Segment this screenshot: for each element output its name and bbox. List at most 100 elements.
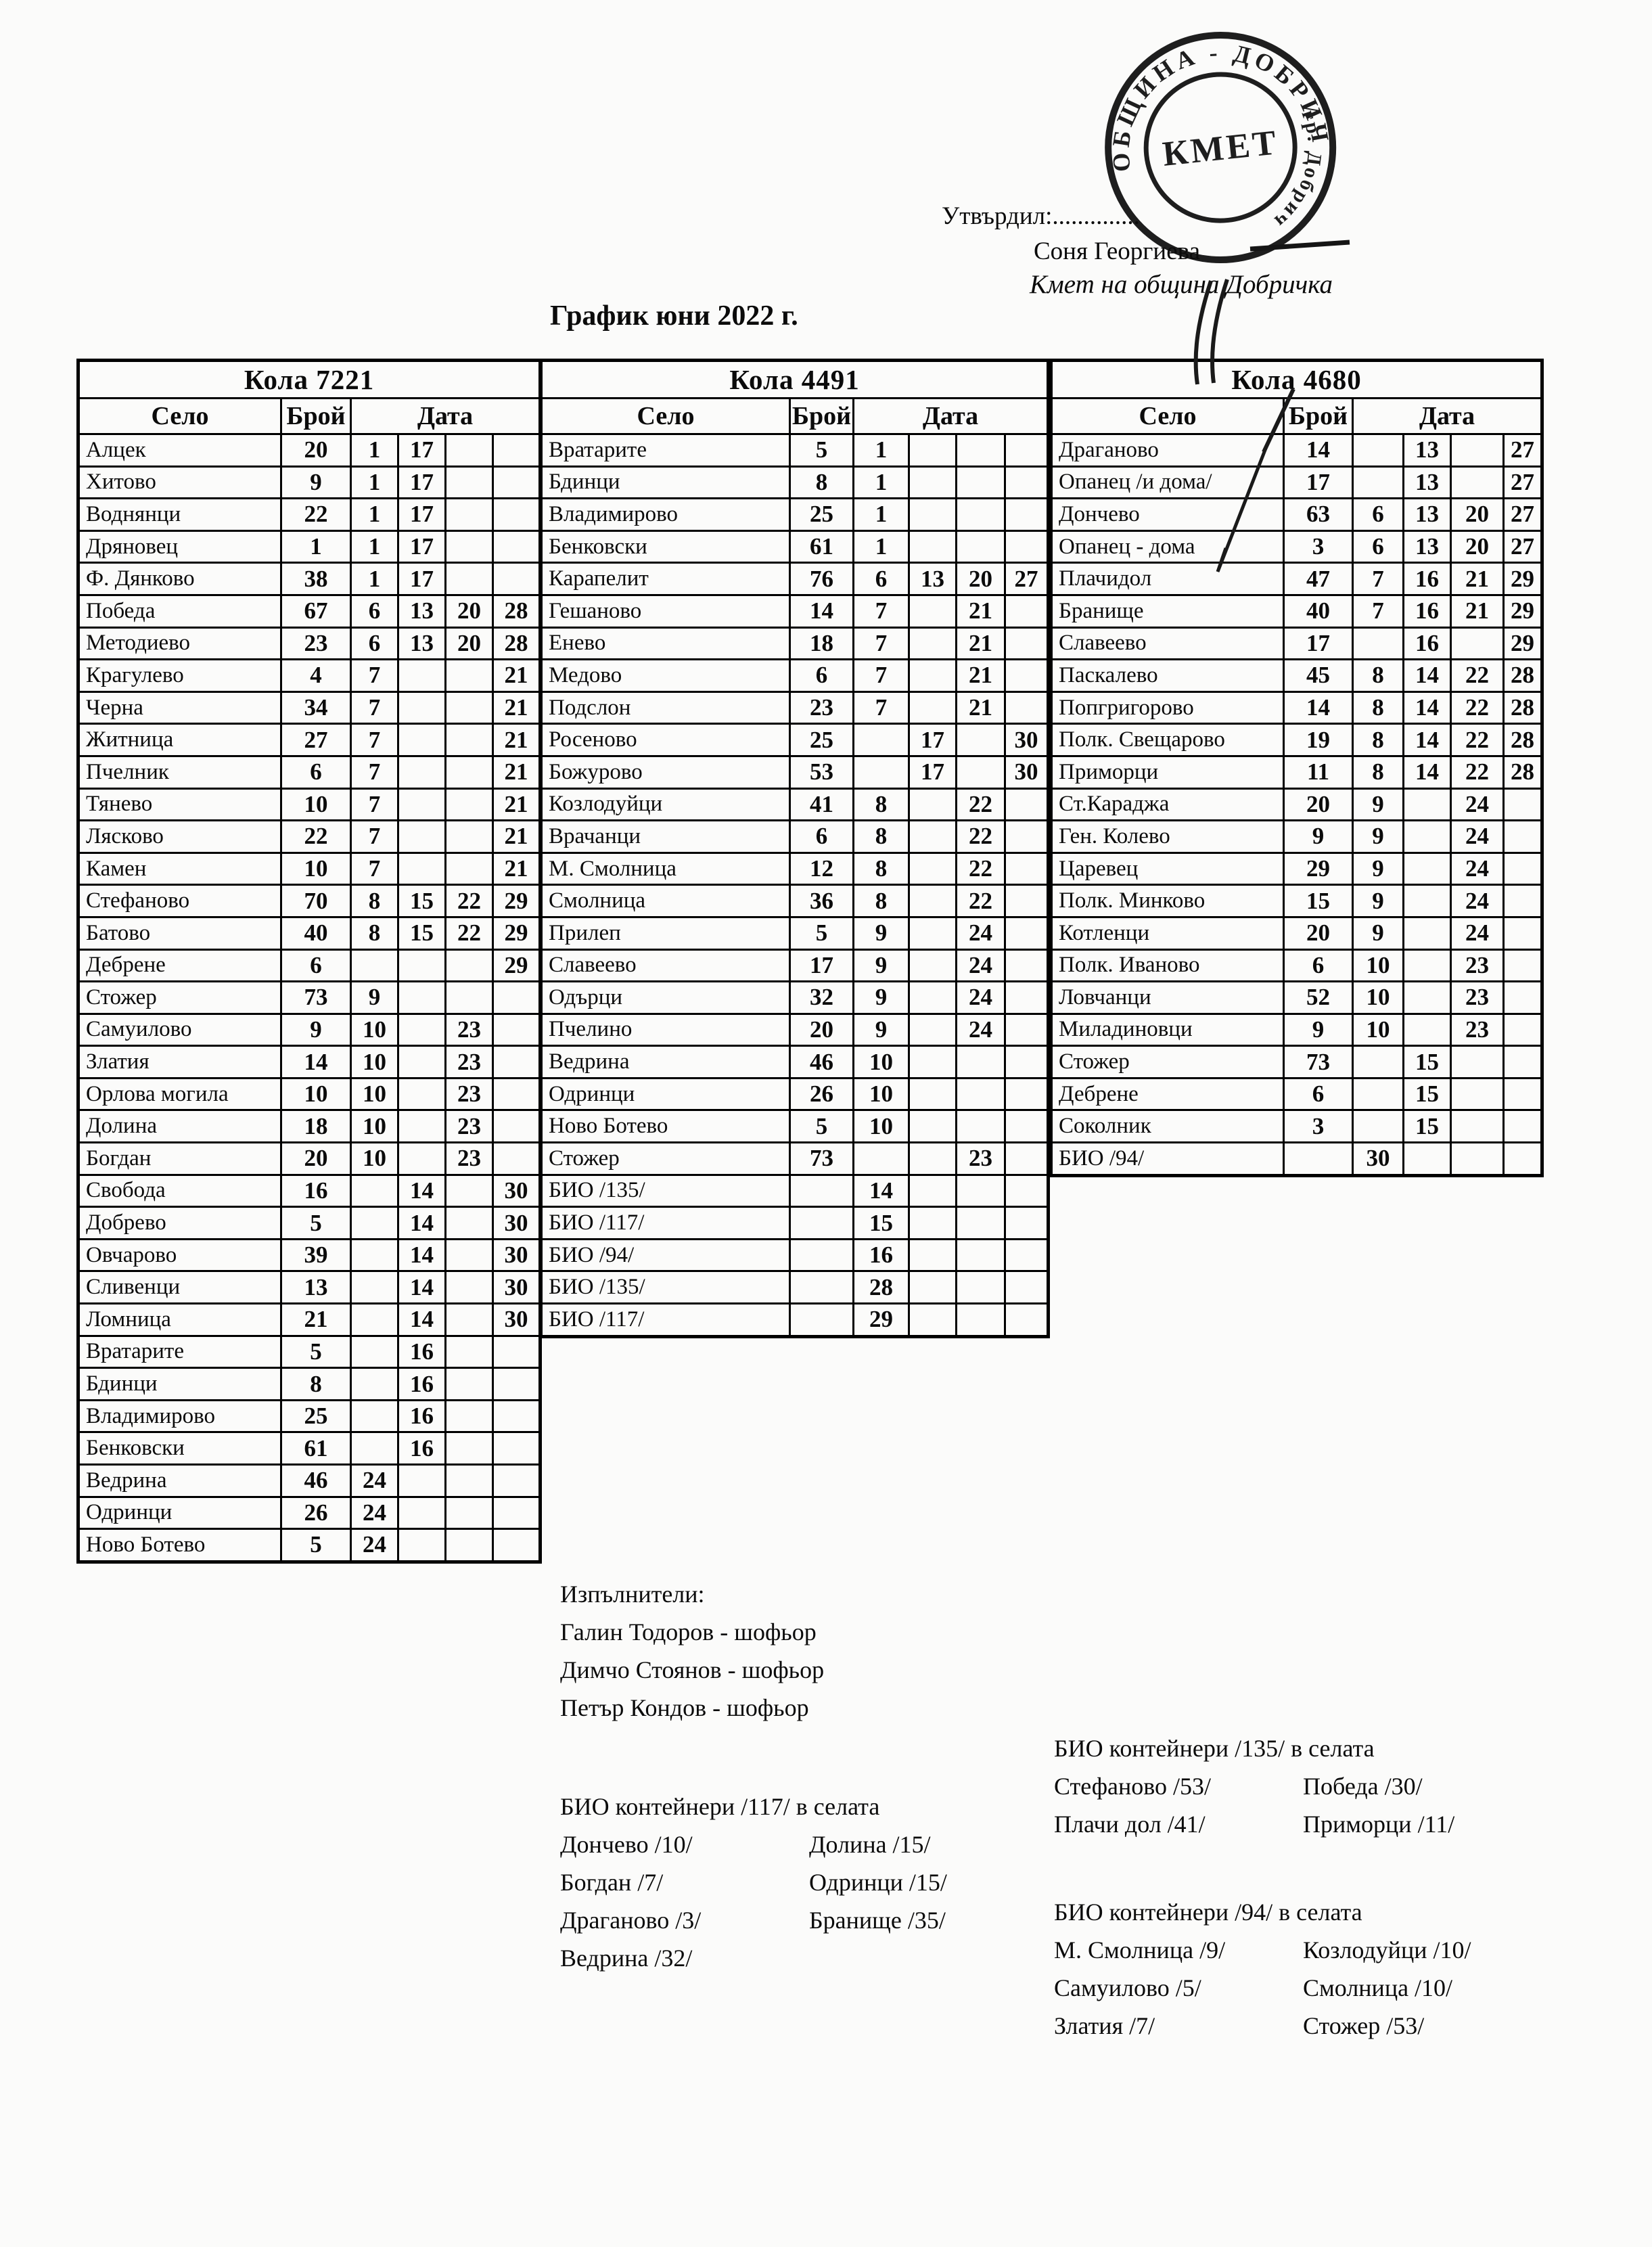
date-cell xyxy=(444,433,494,468)
bio-block-117: БИО контейнери /117/ в селата Дончево /10… xyxy=(560,1788,947,1977)
village-cell: Вратарите xyxy=(77,1334,282,1369)
date-cell xyxy=(397,1141,446,1176)
date-cell xyxy=(397,754,446,790)
date-cell xyxy=(1450,1045,1505,1079)
date-cell: 1 xyxy=(350,433,399,468)
date-cell: 8 xyxy=(350,915,399,951)
village-cell: Стефаново xyxy=(77,884,282,918)
date-cell xyxy=(908,1076,957,1112)
date-cell xyxy=(397,690,446,725)
count-cell: 9 xyxy=(280,465,352,500)
date-cell xyxy=(397,1045,446,1079)
village-cell: Владимирово xyxy=(540,497,791,532)
date-cell xyxy=(955,1206,1006,1240)
date-cell: 22 xyxy=(955,884,1006,918)
date-cell: 21 xyxy=(491,723,542,757)
count-cell: 6 xyxy=(280,754,352,790)
date-cell xyxy=(491,465,542,500)
table-row: Владимирово 25 1 xyxy=(540,497,1050,532)
date-cell: 29 xyxy=(1502,626,1544,661)
date-cell: 1 xyxy=(350,465,399,500)
bio-item: Победа /30/ xyxy=(1303,1773,1423,1800)
date-cell: 21 xyxy=(491,787,542,822)
count-cell: 73 xyxy=(789,1141,854,1176)
date-cell: 28 xyxy=(1502,658,1544,693)
date-cell: 9 xyxy=(1352,884,1404,918)
date-cell: 24 xyxy=(1450,884,1505,918)
municipality-stamp: ОБЩИНА - ДОБРИЧ гр. Добрич КМЕТ xyxy=(1096,27,1337,264)
bio-item: Плачи дол /41/ xyxy=(1054,1811,1206,1838)
village-cell: Свобода xyxy=(77,1173,282,1208)
table-row: Бдинци 8 16 xyxy=(77,1367,542,1401)
village-cell: Долина xyxy=(77,1109,282,1144)
date-cell xyxy=(1402,787,1452,822)
date-cell xyxy=(1450,626,1505,661)
date-cell xyxy=(908,948,957,983)
date-cell: 13 xyxy=(1402,465,1452,500)
date-cell: 1 xyxy=(350,529,399,564)
date-cell xyxy=(397,1076,446,1112)
table-row: Долина 18 10 23 xyxy=(77,1109,542,1144)
count-cell: 5 xyxy=(280,1528,352,1563)
count-cell: 46 xyxy=(280,1463,352,1498)
date-cell: 17 xyxy=(908,723,957,757)
date-cell xyxy=(955,1270,1006,1305)
date-cell xyxy=(397,1495,446,1530)
count-cell: 76 xyxy=(789,562,854,596)
date-cell: 8 xyxy=(852,819,910,854)
date-cell: 23 xyxy=(444,1109,494,1144)
bio-heading: БИО контейнери /94/ в селата xyxy=(1054,1899,1362,1926)
count-cell xyxy=(789,1302,854,1338)
table-row: Победа 67 6 13 20 28 xyxy=(77,593,542,629)
table-row: Козлодуйци 41 8 22 xyxy=(540,787,1050,822)
count-cell: 36 xyxy=(789,884,854,918)
table-row: Приморци 11 8 14 22 28 xyxy=(1050,754,1544,790)
date-cell xyxy=(1402,1012,1452,1047)
table-row: БИО /117/29 xyxy=(540,1302,1050,1338)
date-cell xyxy=(491,1045,542,1079)
date-cell: 22 xyxy=(1450,723,1505,757)
table-row: Добрево 5 14 30 xyxy=(77,1206,542,1240)
date-cell xyxy=(955,1109,1006,1144)
bio-block-135: БИО контейнери /135/ в селата Стефаново /… xyxy=(1054,1729,1454,1843)
bio-item: Самуилово /5/ xyxy=(1054,1974,1201,2001)
count-cell: 25 xyxy=(789,497,854,532)
date-cell xyxy=(1003,980,1050,1015)
village-cell: Стожер xyxy=(1050,1045,1285,1079)
date-cell: 14 xyxy=(397,1270,446,1305)
date-cell: 7 xyxy=(852,593,910,629)
count-cell: 4 xyxy=(280,658,352,693)
date-cell xyxy=(1502,819,1544,854)
executor-item: Галин Тодоров - шофьор xyxy=(560,1618,817,1645)
table-row: Пчелник 6 7 21 xyxy=(77,754,542,790)
count-cell: 32 xyxy=(789,980,854,1015)
date-cell: 16 xyxy=(397,1399,446,1434)
date-cell: 20 xyxy=(955,562,1006,596)
date-cell xyxy=(397,1012,446,1047)
date-cell: 23 xyxy=(444,1045,494,1079)
date-cell: 23 xyxy=(444,1076,494,1112)
village-cell: Ген. Колево xyxy=(1050,819,1285,854)
date-cell xyxy=(908,1141,957,1176)
village-cell: Пчелник xyxy=(77,754,282,790)
date-cell: 13 xyxy=(397,626,446,661)
date-cell: 9 xyxy=(852,1012,910,1047)
village-cell: Одринци xyxy=(77,1495,282,1530)
count-cell: 52 xyxy=(1283,980,1354,1015)
date-cell: 23 xyxy=(444,1141,494,1176)
village-cell: Крагулево xyxy=(77,658,282,693)
date-cell xyxy=(444,1173,494,1208)
date-cell: 22 xyxy=(444,884,494,918)
date-cell: 14 xyxy=(1402,754,1452,790)
village-cell: Полк. Минково xyxy=(1050,884,1285,918)
table-row: М. Смолница 12 8 22 xyxy=(540,851,1050,886)
date-cell xyxy=(955,529,1006,564)
date-cell: 14 xyxy=(852,1173,910,1208)
count-cell: 20 xyxy=(280,1141,352,1176)
date-cell: 22 xyxy=(1450,658,1505,693)
date-cell: 1 xyxy=(852,433,910,468)
date-cell xyxy=(1402,851,1452,886)
village-cell: Ловчанци xyxy=(1050,980,1285,1015)
date-cell xyxy=(955,497,1006,532)
village-cell: Прилеп xyxy=(540,915,791,951)
